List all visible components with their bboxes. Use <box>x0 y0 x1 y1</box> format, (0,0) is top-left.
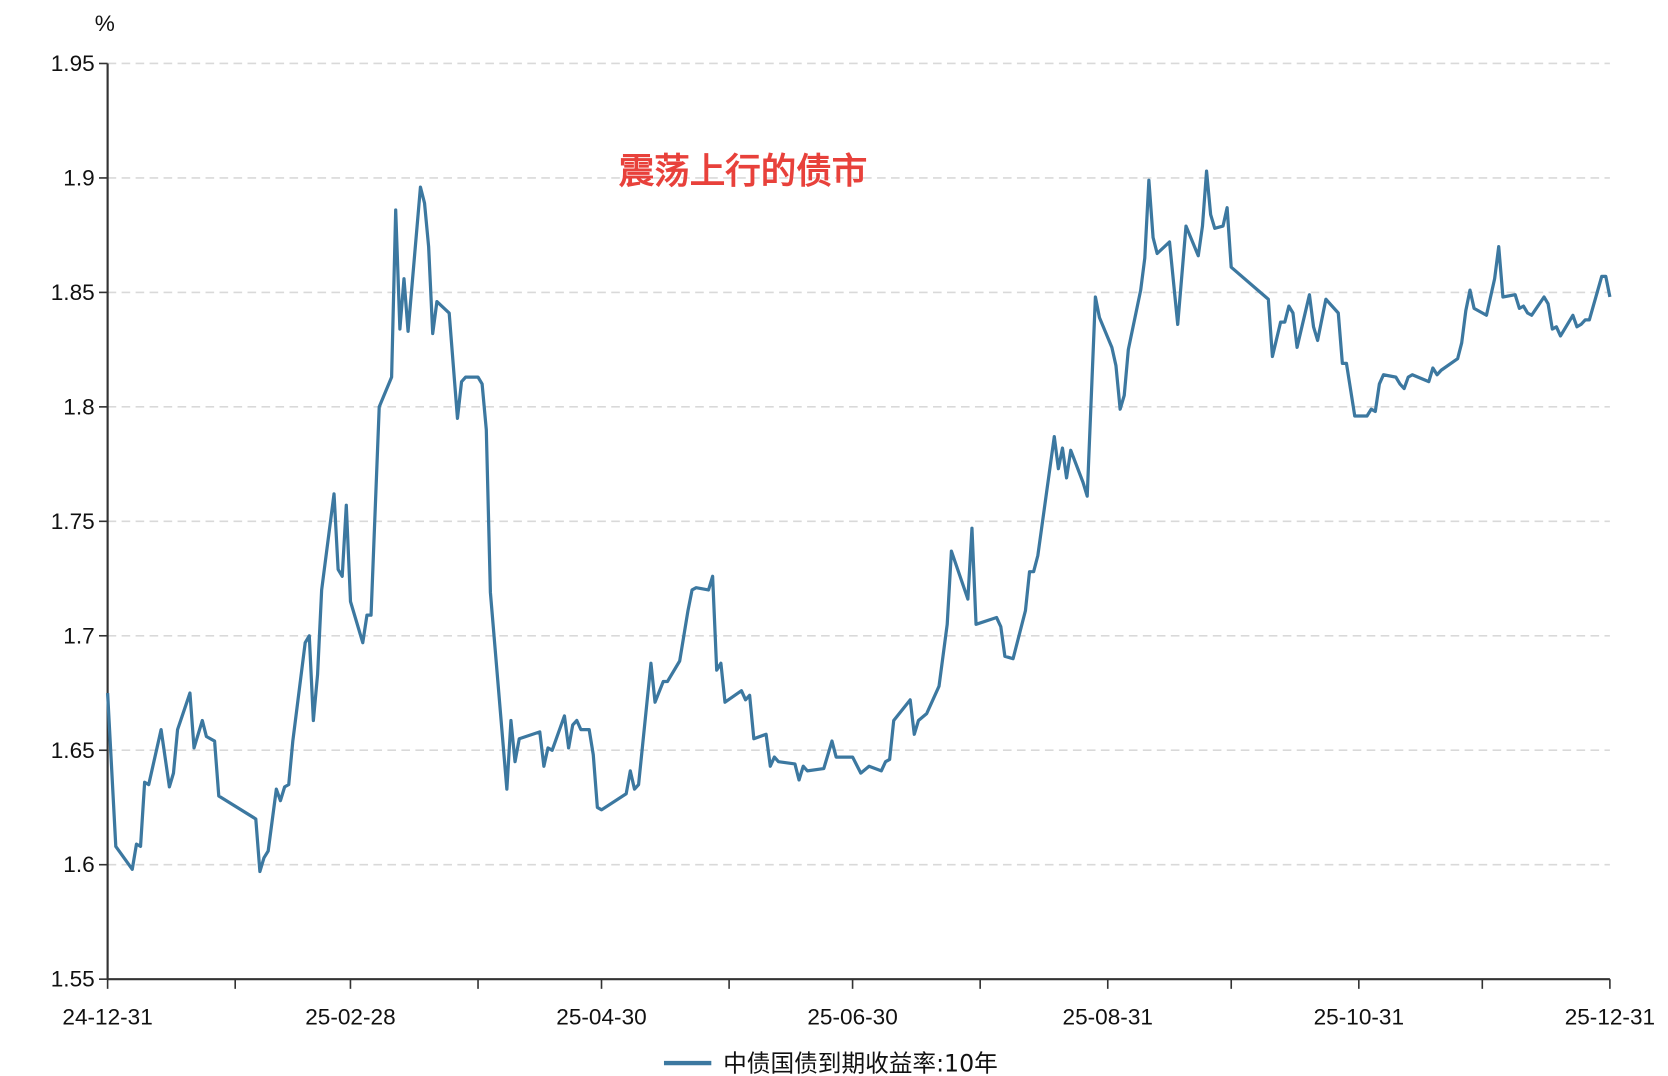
x-axis: 24-12-31 25-02-28 25-04-30 25-06-30 25-08-31… <box>62 978 1655 1029</box>
y-tick-label: 1.6 <box>63 852 94 877</box>
y-tick-label: 1.55 <box>51 967 95 992</box>
y-tick-label: 1.7 <box>63 623 94 648</box>
y-tick-label: 1.85 <box>51 280 95 305</box>
series-line-10y-yield <box>106 169 1612 874</box>
x-tick-label: 25-02-28 <box>305 1004 395 1029</box>
y-tick-label: 1.8 <box>63 394 94 419</box>
legend: 中债国债到期收益率:10年 <box>663 1050 998 1076</box>
x-tick-label: 25-04-30 <box>556 1004 646 1029</box>
x-tick-label: 25-12-31 <box>1565 1004 1655 1029</box>
x-tick-label: 25-10-31 <box>1314 1004 1404 1029</box>
x-tick-label: 25-08-31 <box>1063 1004 1153 1029</box>
x-tick-label: 25-06-30 <box>807 1004 897 1029</box>
y-tick-label: 1.65 <box>51 738 95 763</box>
chart-annotation: 震荡上行的债市 <box>619 151 868 192</box>
y-tick-label: 1.95 <box>51 51 95 76</box>
legend-label: 中债国债到期收益率:10年 <box>723 1050 998 1076</box>
gridlines <box>107 62 1610 866</box>
y-tick-label: 1.75 <box>51 509 95 534</box>
y-axis-unit-label: % <box>95 11 115 36</box>
y-tick-label: 1.9 <box>63 165 94 190</box>
y-axis: 1.55 1.6 1.65 1.7 1.75 1.8 1.85 1.9 1.95 <box>51 51 109 992</box>
x-tick-label: 24-12-31 <box>62 1004 152 1029</box>
